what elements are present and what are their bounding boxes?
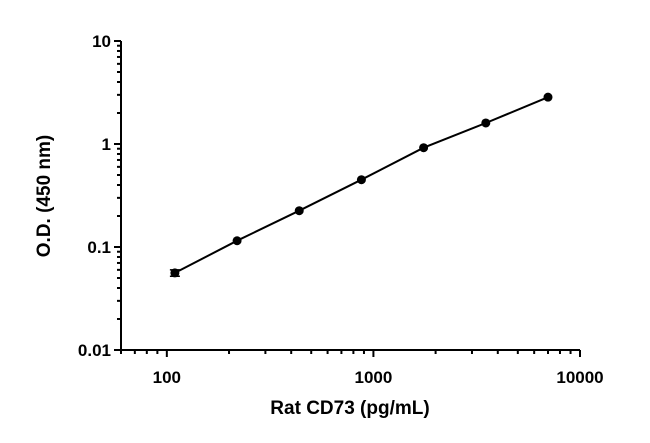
y-axis-ticks: 0.01 0.1 1 10 bbox=[78, 32, 121, 360]
data-point bbox=[294, 206, 304, 216]
x-tick-label: 100 bbox=[153, 368, 181, 387]
data-point bbox=[356, 175, 366, 185]
data-point bbox=[232, 236, 242, 246]
data-point bbox=[419, 143, 429, 153]
data-points bbox=[169, 92, 553, 278]
y-tick-label: 0.1 bbox=[87, 238, 111, 257]
y-tick-label: 1 bbox=[102, 135, 111, 154]
x-tick-label: 1000 bbox=[355, 368, 393, 387]
data-point bbox=[481, 118, 491, 128]
x-axis-ticks: 100 1000 10000 bbox=[120, 350, 604, 387]
x-tick-label: 10000 bbox=[556, 368, 603, 387]
x-axis-title: Rat CD73 (pg/mL) bbox=[270, 398, 429, 419]
y-axis-title: O.D. (450 nm) bbox=[34, 135, 55, 257]
data-point bbox=[543, 92, 553, 102]
fit-curve-line bbox=[174, 96, 549, 274]
y-tick-label: 10 bbox=[92, 32, 111, 51]
data-point bbox=[170, 268, 180, 278]
y-tick-label: 0.01 bbox=[78, 341, 111, 360]
